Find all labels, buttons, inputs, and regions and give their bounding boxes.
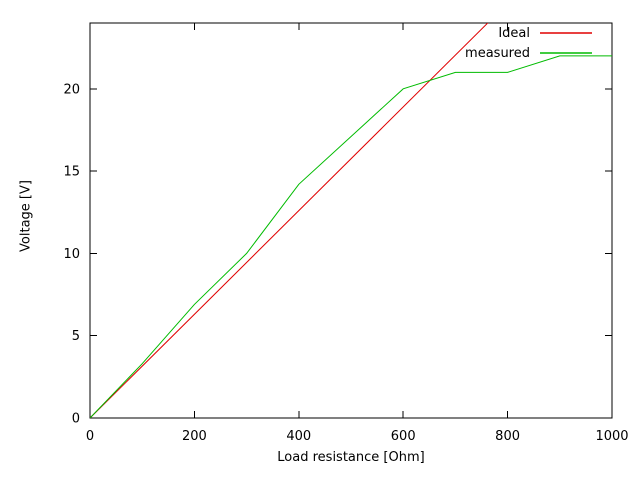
y-tick-label: 10 (63, 247, 80, 262)
x-axis-title: Load resistance [Ohm] (277, 450, 425, 465)
y-tick-label: 5 (72, 329, 80, 344)
x-tick-label: 1000 (595, 429, 628, 444)
legend-label-measured: measured (465, 46, 530, 61)
plot-border (89, 22, 613, 419)
y-tick-label: 15 (63, 165, 80, 180)
x-tick-label: 800 (495, 429, 520, 444)
x-tick-label: 600 (391, 429, 416, 444)
x-tick-label: 200 (182, 429, 207, 444)
measured-line (90, 55, 612, 418)
ideal-line (90, 23, 489, 418)
x-tick-label: 0 (86, 429, 94, 444)
legend-label-ideal: Ideal (498, 26, 530, 41)
y-axis-title: Voltage [V] (18, 180, 34, 252)
y-tick-label: 20 (63, 82, 80, 97)
y-tick-label: 0 (72, 412, 80, 427)
x-tick-label: 400 (286, 429, 311, 444)
